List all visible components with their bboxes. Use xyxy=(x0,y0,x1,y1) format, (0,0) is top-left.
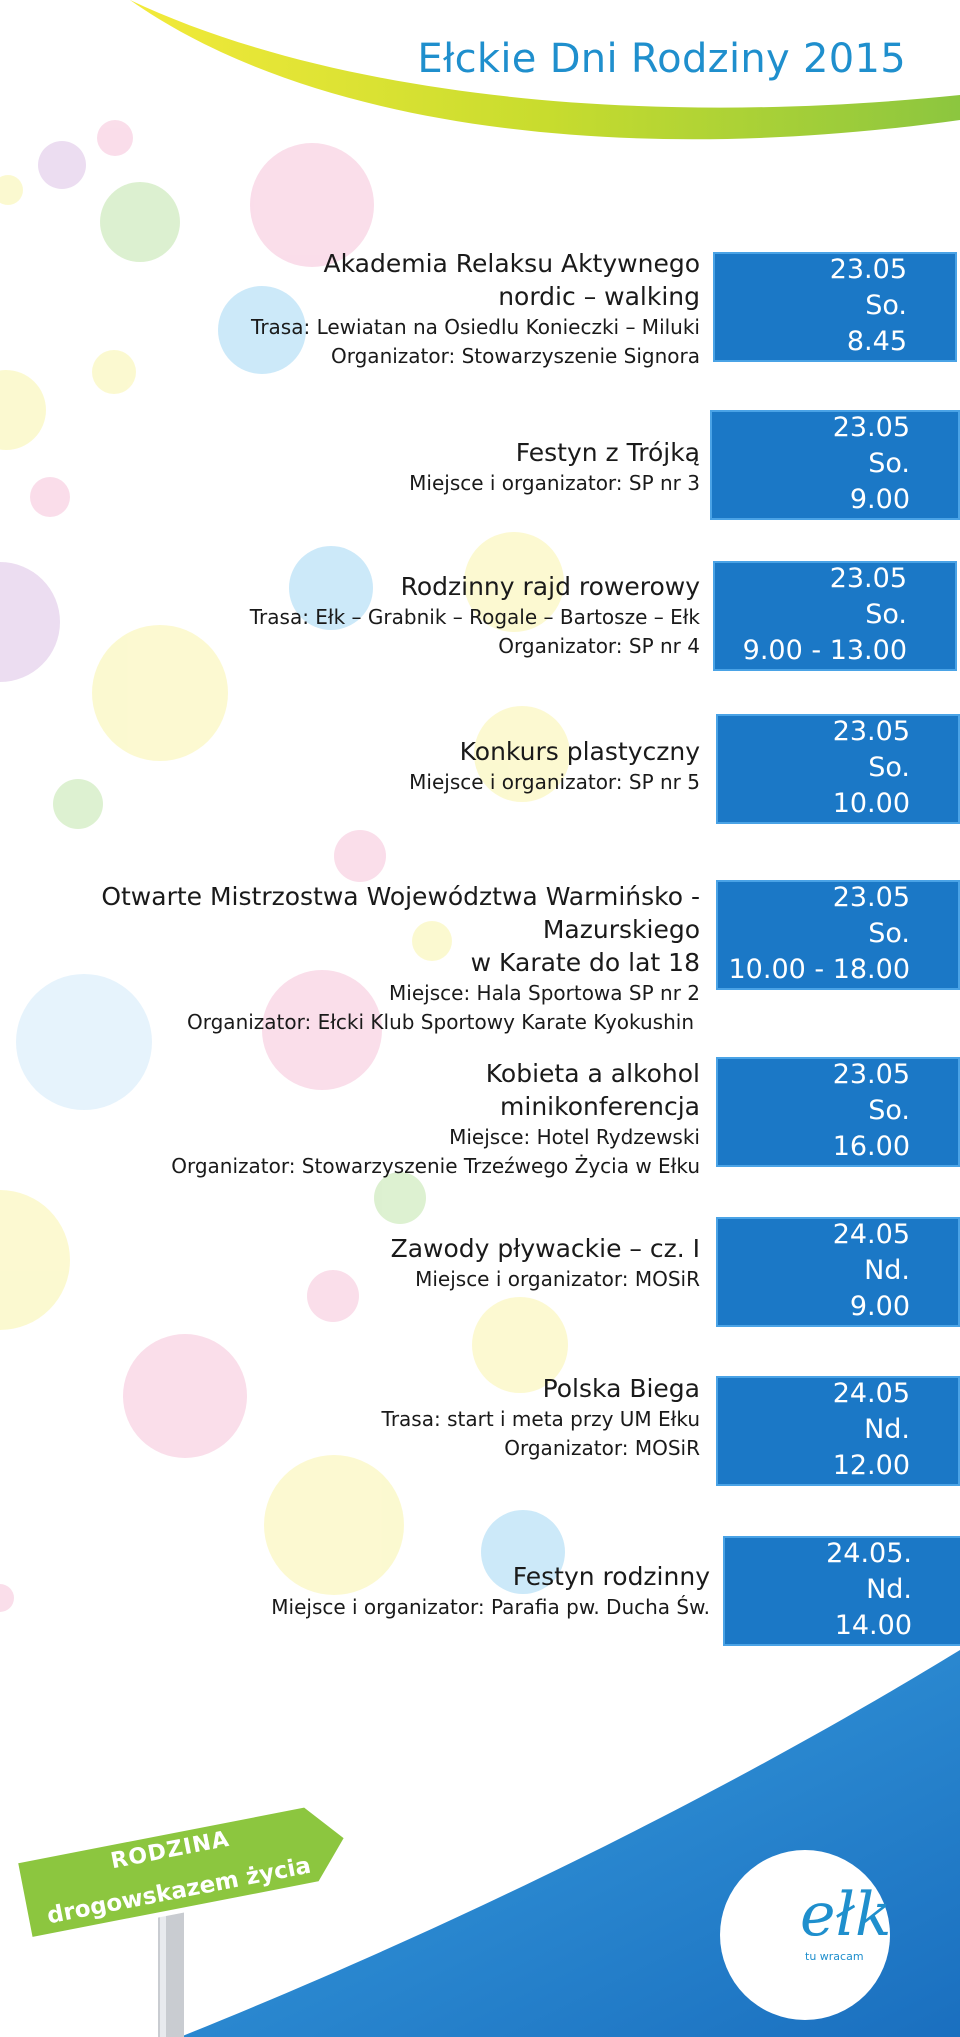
event-info: Organizator: Stowarzyszenie Signora xyxy=(331,344,700,368)
event-name: Kobieta a alkohol xyxy=(485,1059,700,1088)
event-date-box: 24.05 Nd. 12.00 xyxy=(716,1376,960,1486)
event-item: Kobieta a alkohol minikonferencja Miejsc… xyxy=(171,1057,700,1181)
event-info: Miejsce: Hotel Rydzewski xyxy=(449,1125,700,1149)
page-title: Ełckie Dni Rodziny 2015 xyxy=(417,36,906,82)
event-time: 12.00 xyxy=(832,1450,910,1481)
event-item: Konkurs plastyczny Miejsce i organizator… xyxy=(409,735,700,797)
event-info: Miejsce i organizator: SP nr 5 xyxy=(409,770,700,794)
logo-badge xyxy=(720,1850,890,2020)
event-name: Otwarte Mistrzostwa Województwa Warmińsk… xyxy=(101,882,700,944)
event-name: minikonferencja xyxy=(500,1092,700,1121)
event-date: 23.05 xyxy=(832,1059,910,1090)
event-info: Trasa: Ełk – Grabnik – Rogale – Bartosze… xyxy=(249,605,700,629)
event-item: Akademia Relaksu Aktywnego nordic – walk… xyxy=(251,247,700,371)
event-date: 23.05 xyxy=(832,716,910,747)
event-date: 24.05. xyxy=(826,1538,912,1569)
event-info: Organizator: MOSiR xyxy=(504,1436,700,1460)
event-time: 9.00 - 13.00 xyxy=(742,635,907,666)
event-date-box: 23.05 So. 8.45 xyxy=(713,252,957,362)
event-day: So. xyxy=(868,1095,910,1126)
event-item: Rodzinny rajd rowerowy Trasa: Ełk – Grab… xyxy=(250,570,700,661)
event-name: Konkurs plastyczny xyxy=(459,737,700,766)
event-date-box: 23.05 So. 16.00 xyxy=(716,1057,960,1167)
event-name: Festyn z Trójką xyxy=(515,438,700,467)
event-date-box: 24.05. Nd. 14.00 xyxy=(723,1536,960,1646)
event-date: 23.05 xyxy=(829,254,907,285)
event-info: Trasa: Lewiatan na Osiedlu Konieczki – M… xyxy=(251,315,700,339)
event-time: 8.45 xyxy=(846,326,907,357)
event-date-box: 23.05 So. 10.00 xyxy=(716,714,960,824)
event-info: Organizator: Stowarzyszenie Trzeźwego Ży… xyxy=(171,1154,700,1178)
event-item: Otwarte Mistrzostwa Województwa Warmińsk… xyxy=(0,880,700,1037)
event-name: Polska Biega xyxy=(542,1374,700,1403)
event-day: So. xyxy=(868,448,910,479)
event-info: Miejsce i organizator: Parafia pw. Ducha… xyxy=(271,1595,710,1619)
event-time: 14.00 xyxy=(834,1610,912,1641)
event-info: Organizator: Ełcki Klub Sportowy Karate … xyxy=(187,1010,694,1034)
event-info: Miejsce i organizator: MOSiR xyxy=(415,1267,700,1291)
event-item: Festyn rodzinny Miejsce i organizator: P… xyxy=(271,1560,710,1622)
event-date: 24.05 xyxy=(832,1378,910,1409)
event-time: 10.00 xyxy=(832,788,910,819)
event-item: Festyn z Trójką Miejsce i organizator: S… xyxy=(409,436,700,498)
event-time: 16.00 xyxy=(832,1131,910,1162)
event-date-box: 23.05 So. 9.00 xyxy=(710,410,960,520)
event-date: 23.05 xyxy=(829,563,907,594)
event-day: Nd. xyxy=(864,1414,910,1445)
event-date-box: 23.05 So. 9.00 - 13.00 xyxy=(713,561,957,671)
event-info: Miejsce: Hala Sportowa SP nr 2 xyxy=(389,981,700,1005)
event-time: 9.00 xyxy=(849,484,910,515)
logo-text: ełk xyxy=(800,1880,892,1950)
event-day: Nd. xyxy=(864,1255,910,1286)
event-day: Nd. xyxy=(866,1574,912,1605)
event-day: So. xyxy=(868,752,910,783)
event-name: w Karate do lat 18 xyxy=(470,948,700,977)
event-day: So. xyxy=(865,599,907,630)
event-info: Miejsce i organizator: SP nr 3 xyxy=(409,471,700,495)
event-name: nordic – walking xyxy=(498,282,700,311)
event-day: So. xyxy=(865,290,907,321)
event-date-box: 24.05 Nd. 9.00 xyxy=(716,1217,960,1327)
event-info: Organizator: SP nr 4 xyxy=(498,634,700,658)
event-date: 23.05 xyxy=(832,882,910,913)
event-name: Akademia Relaksu Aktywnego xyxy=(323,249,700,278)
event-name: Zawody pływackie – cz. I xyxy=(390,1234,700,1263)
event-item: Zawody pływackie – cz. I Miejsce i organ… xyxy=(391,1232,700,1294)
event-date: 24.05 xyxy=(832,1219,910,1250)
event-name: Rodzinny rajd rowerowy xyxy=(400,572,700,601)
event-day: So. xyxy=(868,918,910,949)
logo-tagline: tu wracam xyxy=(805,1950,864,1963)
event-date: 23.05 xyxy=(832,412,910,443)
event-info: Trasa: start i meta przy UM Ełku xyxy=(381,1407,700,1431)
event-time: 10.00 - 18.00 xyxy=(728,954,911,985)
event-date-box: 23.05 So. 10.00 - 18.00 xyxy=(716,880,960,990)
event-item: Polska Biega Trasa: start i meta przy UM… xyxy=(382,1372,700,1463)
event-time: 9.00 xyxy=(849,1291,910,1322)
event-name: Festyn rodzinny xyxy=(512,1562,710,1591)
